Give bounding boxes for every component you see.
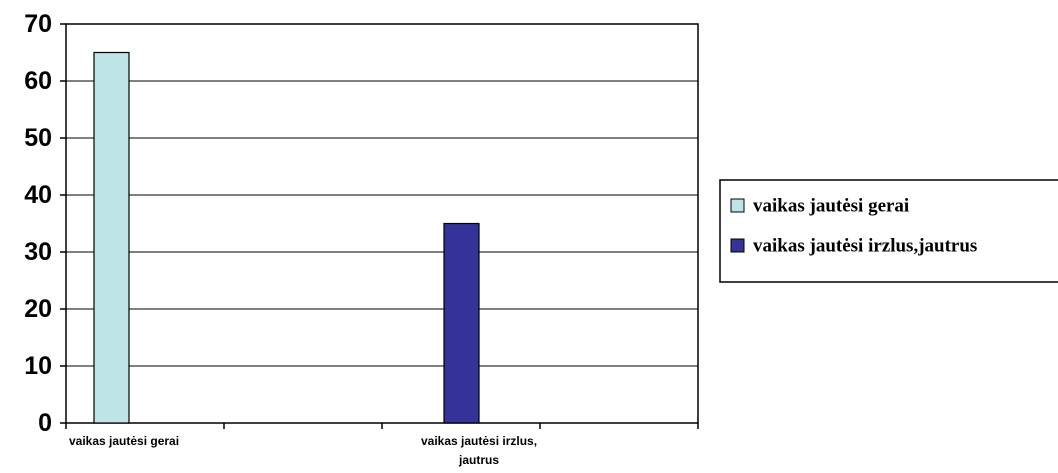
y-tick-label: 40 [24,181,52,209]
x-tick-label: vaikas jautėsi gerai [69,434,179,448]
y-tick-label: 50 [24,124,52,152]
x-axis: vaikas jautėsi gerai vaikas jautėsi irzlu… [65,423,699,467]
x-tick-label: jautrus [458,453,499,467]
y-tick-label: 60 [24,67,52,95]
legend-swatch [730,198,745,213]
y-tick-label: 0 [38,409,52,437]
plot-area [65,23,699,424]
legend-swatch [730,238,745,253]
legend-box [719,179,1058,283]
bar [443,222,480,424]
gridlines [66,80,698,367]
legend-label: vaikas jautėsi irzlus,jautrus [753,236,977,257]
y-axis: 0 10 20 30 40 50 60 70 [24,10,66,437]
bars [93,51,480,424]
y-tick-label: 10 [24,352,52,380]
x-tick-label: vaikas jautėsi irzlus, [421,434,537,448]
legend-label: vaikas jautėsi gerai [753,196,909,217]
y-tick-label: 20 [24,295,52,323]
bar [93,51,130,424]
legend: vaikas jautėsi gerai vaikas jautėsi irzlu… [719,179,1058,283]
y-tick-label: 70 [24,10,52,38]
y-tick-label: 30 [24,238,52,266]
